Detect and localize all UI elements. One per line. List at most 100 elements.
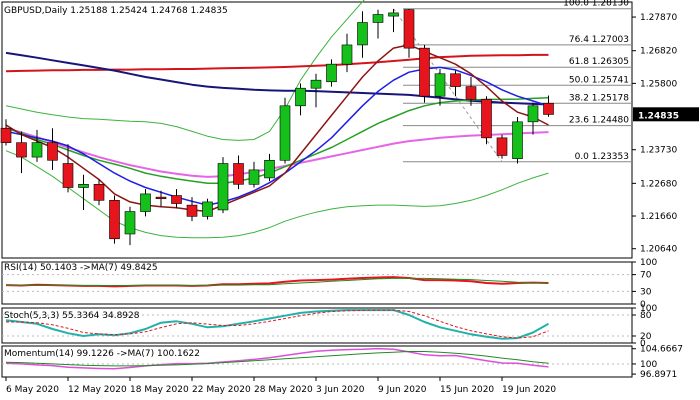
- candle: [140, 189, 151, 217]
- stoch-title: Stoch(5,3,3) 55.3364 34.8928: [4, 311, 140, 321]
- candle-body: [388, 12, 399, 17]
- candle-body: [450, 73, 461, 87]
- candle: [434, 68, 446, 106]
- ma-green-line: [5, 97, 549, 185]
- current-price-label: 1.24835: [638, 111, 679, 121]
- rsi-tick-label: 0: [640, 300, 646, 310]
- date-tick-label: 18 May 2020: [130, 385, 189, 395]
- candle: [403, 9, 415, 58]
- candle-body: [543, 102, 554, 115]
- fib-level-label: 61.8 1.26305: [569, 57, 629, 67]
- momentum-tick-label: 96.8971: [640, 370, 677, 380]
- bollinger-upper-line: [5, 0, 365, 141]
- candle-body: [419, 47, 430, 97]
- candle: [109, 195, 120, 244]
- candle-body: [341, 44, 353, 65]
- candle-body: [217, 163, 229, 211]
- date-tick-label: 12 May 2020: [68, 385, 127, 395]
- candle-body: [279, 105, 291, 161]
- price-tick-label: 1.23730: [640, 146, 677, 156]
- candle-body: [186, 204, 198, 217]
- price-tick-label: 1.20640: [640, 245, 677, 255]
- stoch-tick-label: 80: [640, 311, 652, 321]
- ma-navy-line: [5, 51, 549, 106]
- candle-body: [372, 14, 384, 23]
- candle-body: [16, 142, 27, 158]
- candle-body: [465, 86, 477, 100]
- candle: [186, 197, 198, 222]
- candle: [419, 44, 430, 103]
- rsi-tick-label: 30: [640, 287, 652, 297]
- candle: [543, 95, 554, 117]
- candle: [527, 102, 539, 135]
- fib-level-label: 23.6 1.24480: [569, 116, 629, 126]
- candle-body: [434, 73, 446, 97]
- candle: [372, 9, 384, 39]
- stoch-tick-label: 100: [640, 304, 657, 314]
- fib-level-label: 50.0 1.25741: [569, 75, 629, 85]
- candle: [202, 198, 213, 220]
- candle: [16, 131, 27, 174]
- candle: [310, 73, 322, 108]
- chart-title: GBPUSD,Daily 1.25188 1.25424 1.24768 1.2…: [4, 6, 228, 16]
- ma-red-line: [5, 53, 549, 73]
- candle: [171, 189, 182, 209]
- stoch-series-0: [5, 309, 549, 340]
- momentum-tick-label: 104.6667: [640, 345, 683, 355]
- candle: [512, 117, 523, 164]
- date-tick-label: 19 Jun 2020: [502, 385, 556, 395]
- rsi-tick-label: 70: [640, 271, 652, 281]
- ma-maroon-line: [5, 44, 549, 213]
- rsi-series-1: [6, 277, 549, 286]
- date-tick-label: 3 Jun 2020: [316, 385, 365, 395]
- candle: [93, 179, 105, 206]
- rsi-pane: 100 70 30 0: [2, 258, 657, 310]
- stoch-tick-label: 20: [640, 332, 652, 342]
- candle: [233, 155, 244, 190]
- momentum-series-0: [5, 347, 549, 370]
- pane-frame-sto: [1, 307, 633, 344]
- stoch-tick-label: 0: [640, 339, 646, 349]
- candle: [47, 128, 58, 170]
- candle-body: [403, 9, 415, 49]
- momentum-tick-label: 100: [640, 360, 657, 370]
- fib-level-label: 38.2 1.25178: [569, 93, 629, 103]
- price-tick-label: 1.26820: [640, 47, 677, 57]
- candle-body: [78, 184, 89, 188]
- candle: [450, 70, 461, 97]
- ma-magenta-line: [5, 127, 549, 178]
- date-tick-label: 9 Jun 2020: [378, 385, 427, 395]
- candle-body: [326, 63, 337, 83]
- candle: [496, 134, 508, 159]
- candle: [0, 119, 12, 146]
- candle-body: [233, 163, 244, 185]
- candle-body: [512, 121, 523, 159]
- candle: [388, 9, 399, 33]
- momentum-series-1: [5, 351, 549, 367]
- momentum-title: Momentum(14) 99.1226 ->MA(7) 100.1622: [4, 349, 200, 359]
- rsi-title: RSI(14) 50.1403 ->MA(7) 49.8425: [4, 263, 158, 273]
- date-tick-label: 22 May 2020: [192, 385, 251, 395]
- ma-blue-line: [5, 66, 549, 206]
- current-price-box: [633, 107, 699, 122]
- bollinger-lower-line: [5, 150, 549, 239]
- candle: [481, 96, 492, 145]
- candle-body: [295, 87, 306, 107]
- candle-body: [310, 79, 322, 89]
- candle-body: [357, 22, 368, 46]
- candle: [357, 11, 368, 58]
- candle: [62, 144, 74, 193]
- candle: [31, 129, 43, 162]
- candle-body: [0, 127, 12, 143]
- candle: [264, 153, 275, 182]
- candle-body: [527, 105, 539, 123]
- candle: [326, 59, 337, 87]
- fib-level-label: 76.4 1.27003: [569, 35, 629, 45]
- candle: [279, 97, 291, 164]
- candle-body: [109, 200, 120, 240]
- price-tick-label: 1.27870: [640, 13, 677, 23]
